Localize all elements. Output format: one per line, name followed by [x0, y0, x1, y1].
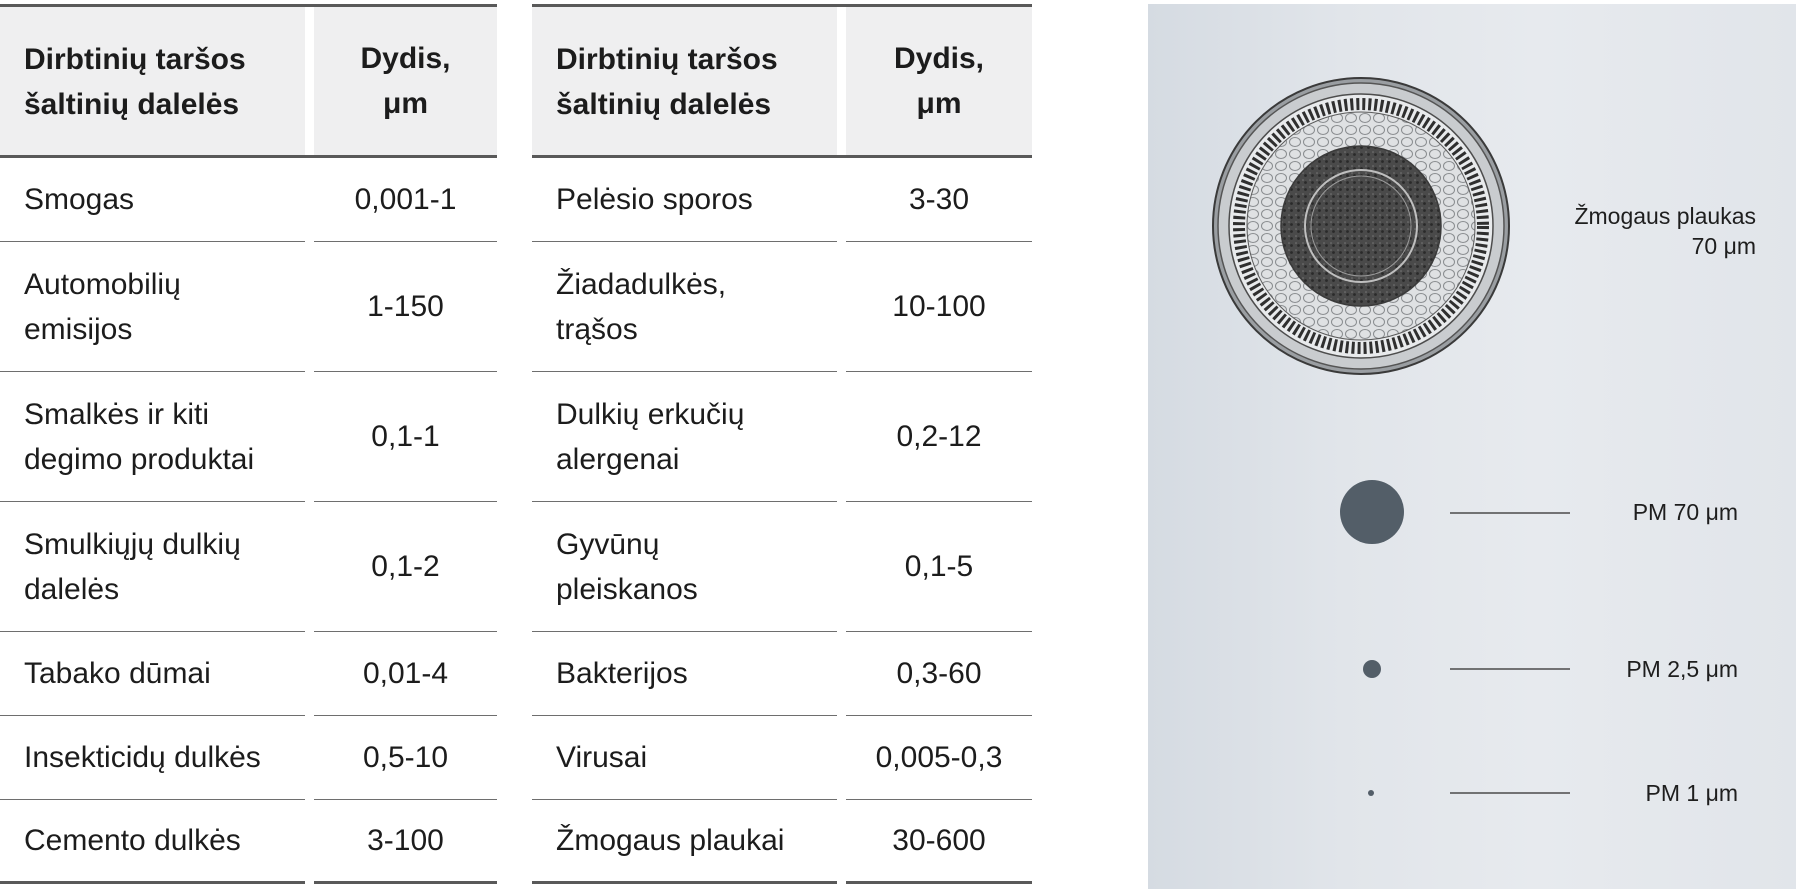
particle-size-cell: 0,1-2: [314, 502, 497, 632]
particle-name-cell: Cemento dulkės: [0, 800, 305, 884]
particle-name-cell: Virusai: [532, 716, 837, 800]
particle-size-cell: 0,005-0,3: [846, 716, 1032, 800]
particle-size-cell: 0,2-12: [846, 372, 1032, 502]
table-header-row: Dirbtinių taršos šaltinių dalelės Dydis,…: [532, 4, 1032, 158]
table-row: Tabako dūmai 0,01-4: [0, 632, 497, 716]
particle-size-cell: 3-100: [314, 800, 497, 884]
particle-name-line1: Tabako dūmai: [24, 657, 211, 690]
table-row: Virusai 0,005-0,3: [532, 716, 1032, 800]
hair-label-line2: 70 μm: [1691, 233, 1756, 259]
particle-name-cell: Gyvūnų pleiskanos: [532, 502, 837, 632]
particle-name-line1: Gyvūnų: [556, 527, 660, 561]
pm25-label: PM 2,5 μm: [1626, 656, 1738, 682]
particle-size-cell: 0,5-10: [314, 716, 497, 800]
particle-size-cell: 0,1-5: [846, 502, 1032, 632]
particle-name-line2: emisijos: [24, 312, 133, 346]
particle-name-line1: Bakterijos: [556, 657, 688, 690]
pm1-label: PM 1 μm: [1645, 780, 1738, 806]
table-row: Cemento dulkės 3-100: [0, 800, 497, 884]
particle-name-line1: Smulkiųjų dulkių: [24, 527, 241, 561]
particle-size-cell: 3-30: [846, 158, 1032, 242]
hair-label-line1: Žmogaus plaukas: [1574, 203, 1756, 229]
particle-size-cell: 0,3-60: [846, 632, 1032, 716]
particle-name-cell: Smalkės ir kiti degimo produktai: [0, 372, 305, 502]
particle-name-line1: Cemento dulkės: [24, 824, 241, 857]
particle-name-line2: trąšos: [556, 312, 638, 346]
table-row: Gyvūnų pleiskanos 0,1-5: [532, 502, 1032, 632]
pm70-label: PM 70 μm: [1632, 499, 1738, 525]
particle-name-cell: Žiadadulkės, trąšos: [532, 242, 837, 372]
particle-name-line1: Insekticidų dulkės: [24, 741, 261, 774]
particle-name-line2: alergenai: [556, 442, 680, 476]
particle-name-cell: Automobilių emisijos: [0, 242, 305, 372]
table-row: Smulkiųjų dulkių dalelės 0,1-2: [0, 502, 497, 632]
particle-name-line1: Dulkių erkučių: [556, 397, 745, 431]
particle-name-cell: Žmogaus plaukai: [532, 800, 837, 884]
particle-name-line1: Automobilių: [24, 267, 181, 301]
pm1-particle: [1368, 790, 1374, 796]
particle-name-cell: Pelėsio sporos: [532, 158, 837, 242]
particle-size-cell: 1-150: [314, 242, 497, 372]
pm70-particle: [1340, 480, 1404, 544]
pm25-particle: [1363, 660, 1381, 678]
header-name-line1: Dirbtinių taršos: [24, 43, 246, 76]
particle-size-table-left: Dirbtinių taršos šaltinių dalelės Dydis,…: [0, 4, 497, 884]
table-row: Dulkių erkučių alergenai 0,2-12: [532, 372, 1032, 502]
header-size-cell: Dydis, μm: [314, 7, 497, 155]
header-size-cell: Dydis, μm: [846, 7, 1032, 155]
particle-size-cell: 10-100: [846, 242, 1032, 372]
particle-size-illustration: Žmogaus plaukas 70 μm PM 70 μm PM 2,5 μm…: [1148, 4, 1796, 889]
table-row: Bakterijos 0,3-60: [532, 632, 1032, 716]
header-size-line2: μm: [916, 87, 962, 120]
table-row: Pelėsio sporos 3-30: [532, 158, 1032, 242]
header-size-line2: μm: [382, 87, 429, 120]
particle-name-line1: Pelėsio sporos: [556, 183, 753, 216]
header-name-cell: Dirbtinių taršos šaltinių dalelės: [0, 7, 305, 155]
particle-name-line1: Smalkės ir kiti: [24, 397, 210, 431]
header-name-line2: šaltinių dalelės: [24, 88, 240, 121]
particle-name-line1: Smogas: [24, 183, 135, 216]
header-name-line2: šaltinių dalelės: [556, 88, 772, 121]
header-size-line1: Dydis,: [360, 42, 451, 75]
particle-size-cell: 0,01-4: [314, 632, 497, 716]
table-row: Automobilių emisijos 1-150: [0, 242, 497, 372]
illustration-svg: [1212, 77, 1570, 796]
hair-label: Žmogaus plaukas 70 μm: [1574, 201, 1756, 261]
particle-name-cell: Insekticidų dulkės: [0, 716, 305, 800]
header-size-line1: Dydis,: [893, 42, 985, 75]
particle-name-cell: Bakterijos: [532, 632, 837, 716]
particle-name-line2: degimo produktai: [24, 442, 255, 476]
table-row: Smalkės ir kiti degimo produktai 0,1-1: [0, 372, 497, 502]
header-name-cell: Dirbtinių taršos šaltinių dalelės: [532, 7, 837, 155]
table-row: Žmogaus plaukai 30-600: [532, 800, 1032, 884]
particle-size-table-right: Dirbtinių taršos šaltinių dalelės Dydis,…: [532, 4, 1032, 884]
particle-name-cell: Smulkiųjų dulkių dalelės: [0, 502, 305, 632]
hair-cross-section-icon: [1212, 77, 1510, 375]
table-header-row: Dirbtinių taršos šaltinių dalelės Dydis,…: [0, 4, 497, 158]
table-row: Smogas 0,001-1: [0, 158, 497, 242]
particle-size-cell: 0,001-1: [314, 158, 497, 242]
particle-name-line1: Virusai: [556, 741, 648, 774]
header-name-line1: Dirbtinių taršos: [556, 43, 778, 76]
table-row: Insekticidų dulkės 0,5-10: [0, 716, 497, 800]
particle-name-line1: Žiadadulkės,: [556, 267, 727, 301]
particle-name-cell: Smogas: [0, 158, 305, 242]
table-row: Žiadadulkės, trąšos 10-100: [532, 242, 1032, 372]
particle-size-cell: 0,1-1: [314, 372, 497, 502]
particle-size-cell: 30-600: [846, 800, 1032, 884]
particle-name-line2: pleiskanos: [556, 572, 698, 606]
particle-name-cell: Tabako dūmai: [0, 632, 305, 716]
particle-name-cell: Dulkių erkučių alergenai: [532, 372, 837, 502]
particle-name-line1: Žmogaus plaukai: [556, 824, 785, 857]
particle-name-line2: dalelės: [24, 572, 120, 606]
